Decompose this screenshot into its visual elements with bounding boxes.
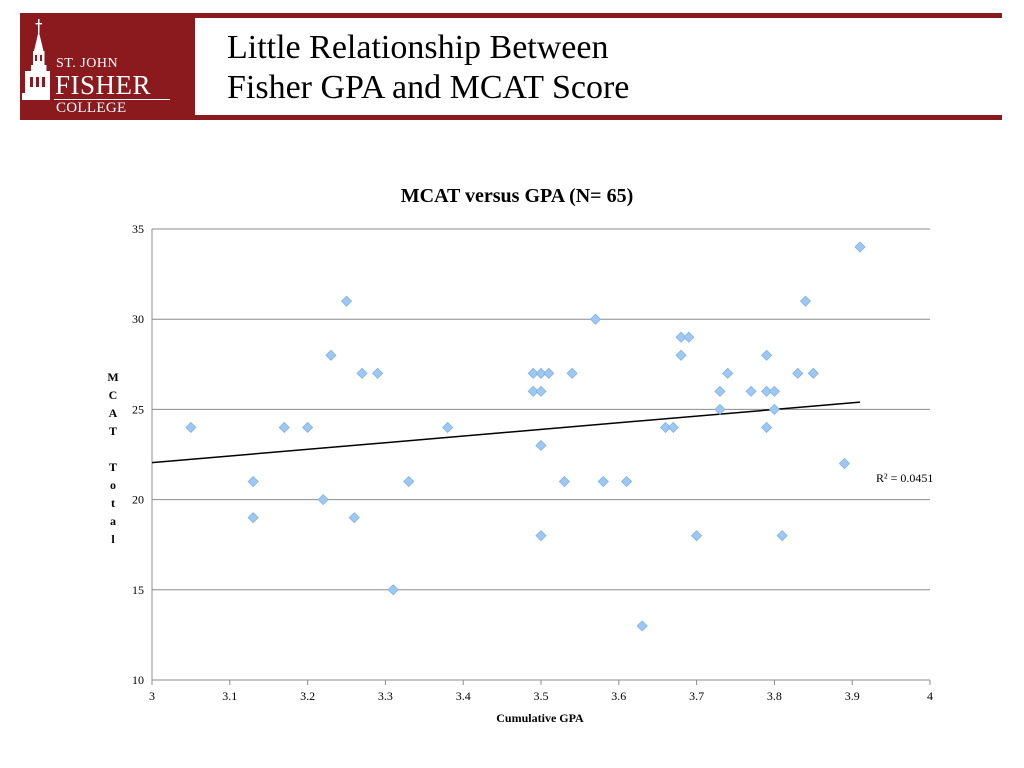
y-tick-label: 30 [132, 312, 144, 326]
slide-title: Little Relationship Between Fisher GPA a… [227, 28, 629, 108]
data-point [597, 475, 609, 488]
chart-area: MCAT versus GPA (N= 65) 10 15 20 25 30 35 3 3.1… [0, 150, 1024, 750]
data-point [621, 475, 633, 488]
y-tick-label: 10 [132, 673, 144, 687]
data-point [768, 385, 780, 397]
x-tick-label: 3.3 [378, 689, 393, 703]
data-point [535, 367, 547, 379]
slide-title-line-1: Little Relationship Between [227, 29, 609, 66]
x-tick-label: 3.1 [222, 689, 237, 703]
data-point [387, 584, 399, 596]
data-point [247, 512, 259, 524]
x-tick-label: 4 [927, 689, 933, 703]
y-axis-label: M C A T T o t a l [107, 370, 119, 546]
data-point [527, 385, 539, 397]
x-tick-label: 3.6 [611, 689, 626, 703]
logo-line-college: COLLEGE [56, 100, 127, 116]
logo-line-st-john: ST. JOHN [56, 56, 119, 71]
x-tick-label: 3 [149, 689, 155, 703]
chapel-tower-icon [22, 19, 50, 100]
y-tick-label: 15 [132, 583, 144, 597]
data-point [325, 349, 337, 361]
slide-title-line-2: Fisher GPA and MCAT Score [227, 69, 630, 106]
data-point [442, 421, 454, 434]
data-point [535, 530, 547, 542]
data-point [714, 403, 726, 415]
title-panel: Little Relationship Between Fisher GPA a… [195, 18, 1016, 115]
college-logo: ST. JOHN FISHER COLLEGE [20, 13, 195, 120]
logo-divider [54, 99, 170, 100]
data-point [761, 385, 773, 397]
y-tick-label: 20 [132, 493, 144, 507]
y-tick-label: 25 [132, 402, 144, 416]
data-point [768, 403, 780, 415]
data-point [714, 385, 726, 397]
data-point [247, 475, 259, 488]
data-point [340, 295, 353, 307]
data-point [761, 421, 773, 434]
data-point [185, 421, 197, 434]
x-tick-label: 3.2 [300, 689, 315, 703]
y-tick-label: 35 [132, 222, 144, 236]
data-point [675, 349, 687, 361]
logo-line-fisher: FISHER [55, 70, 152, 100]
data-point [535, 385, 547, 397]
data-point [566, 367, 578, 379]
x-tick-label: 3.9 [845, 689, 860, 703]
data-point [675, 331, 687, 343]
data-point [636, 620, 648, 632]
data-point [558, 475, 570, 488]
data-point [667, 421, 679, 434]
x-tick-label: 3.7 [689, 689, 704, 703]
data-point [854, 241, 866, 253]
data-point [589, 313, 602, 325]
data-point [543, 367, 555, 379]
trendline [151, 401, 861, 464]
x-tick-label: 3.5 [534, 689, 549, 703]
data-point [317, 494, 329, 506]
x-tick-label: 3.4 [456, 689, 471, 703]
data-point [799, 295, 812, 307]
data-point [683, 331, 695, 343]
data-point [372, 367, 384, 379]
data-point [403, 475, 415, 488]
chart-title: MCAT versus GPA (N= 65) [400, 185, 634, 207]
data-point [838, 457, 850, 470]
data-point [722, 367, 734, 379]
data-point [761, 349, 773, 361]
data-point [659, 421, 672, 434]
x-axis-label: Cumulative GPA [496, 711, 584, 725]
data-point [302, 421, 314, 434]
data-point [535, 439, 547, 452]
data-point [348, 512, 360, 524]
data-point [691, 530, 703, 542]
data-point [807, 367, 819, 379]
data-point [745, 385, 757, 397]
x-tick-label: 3.8 [767, 689, 782, 703]
data-point [278, 421, 290, 434]
data-point [776, 530, 788, 542]
data-point [356, 367, 368, 379]
r-squared-label: R² = 0.0451 [876, 471, 934, 485]
scatter-plot: 10 15 20 25 30 35 3 3.1 3.2 3.3 3.4 3.5 3.6 3.7 3.8 3.9… [132, 222, 933, 703]
data-point [527, 367, 539, 379]
header-banner: ST. JOHN FISHER COLLEGE Little Relations… [20, 13, 1016, 120]
data-point [792, 367, 804, 379]
